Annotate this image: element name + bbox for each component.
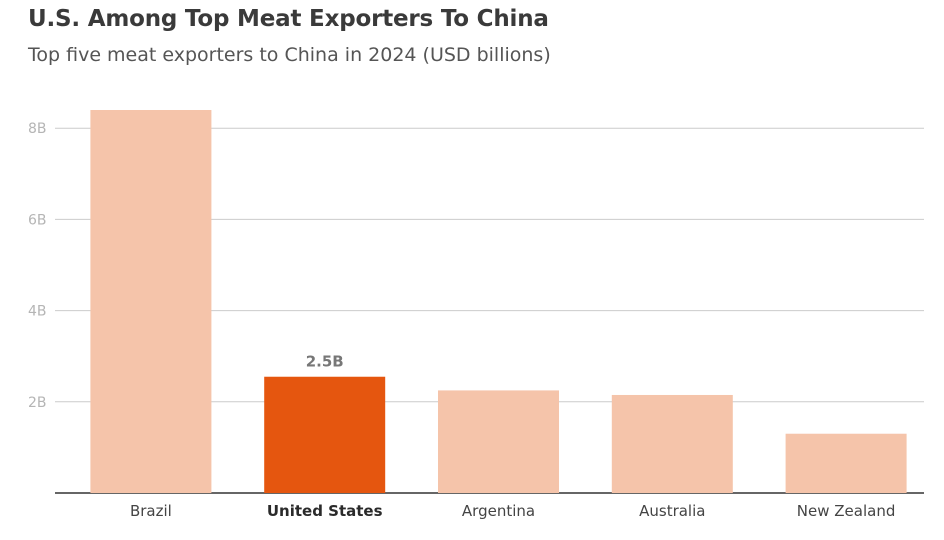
y-tick-label: 6B [28, 212, 47, 228]
bar-united-states [264, 376, 386, 493]
labels: 2B 4B 6B 8B Brazil United States Argentina Aust… [28, 121, 895, 520]
y-tick-label: 4B [28, 304, 47, 320]
x-category-label: Australia [639, 502, 705, 520]
data-label: 2.5B [306, 353, 344, 371]
x-category-label: Argentina [462, 502, 535, 520]
y-tick-label: 8B [28, 121, 47, 137]
chart-subtitle: Top five meat exporters to China in 2024… [28, 44, 551, 66]
x-category-label: New Zealand [797, 502, 896, 520]
x-category-label: Brazil [130, 502, 172, 520]
bar-new-zealand [785, 433, 907, 493]
bar-brazil [90, 110, 212, 493]
bars [90, 110, 907, 493]
x-category-label: United States [267, 502, 383, 520]
chart-title: U.S. Among Top Meat Exporters To China [28, 6, 549, 32]
bar-argentina [438, 390, 559, 493]
bar-australia [611, 394, 733, 493]
y-tick-label: 2B [28, 395, 47, 411]
